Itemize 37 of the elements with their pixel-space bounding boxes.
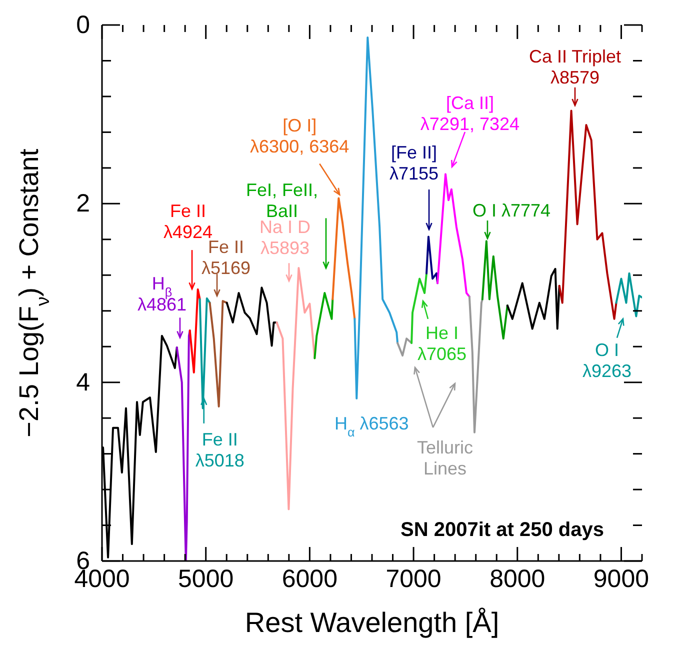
line-series: [436, 173, 470, 298]
annotation: Fe II λ5169: [201, 237, 251, 278]
annotation: Ca II Triplet λ8579: [528, 46, 621, 88]
line-series: [188, 288, 201, 374]
line-series: [558, 110, 618, 320]
line-series: [226, 286, 278, 347]
annotation: H$_{α}$ λ6563: [334, 413, 409, 440]
y-tick-label: 2: [76, 190, 90, 218]
line-series: [481, 240, 508, 340]
annotation: Fe II λ5018: [195, 429, 244, 470]
annotation: SN 2007it at 250 days: [400, 519, 604, 541]
line-series: [615, 272, 642, 318]
annotation: O I λ7774: [472, 200, 550, 221]
line-series: [176, 330, 191, 561]
annotation: [O I] λ6300, 6364: [250, 116, 350, 157]
x-tick-label: 6000: [282, 564, 338, 593]
line-series: [208, 300, 228, 408]
line-series: [332, 197, 356, 320]
x-tick-label: 5000: [178, 564, 234, 593]
line-series: [276, 266, 316, 510]
x-tick-label: 7000: [386, 564, 442, 593]
annotation: H$_{β}$ λ4861: [137, 274, 186, 315]
annotation: [Fe II] λ7155: [390, 142, 439, 184]
annotation: [Ca II] λ7291, 7324: [420, 92, 520, 134]
line-series: [468, 296, 484, 434]
line-series: [314, 292, 334, 360]
y-tick-label: 4: [76, 368, 90, 396]
x-axis-title: Rest Wavelength [Å]: [244, 607, 500, 638]
y-tick-label: 0: [76, 11, 90, 39]
x-tick-label: 8000: [490, 564, 546, 593]
x-tick-label: 9000: [593, 564, 650, 593]
line-series: [506, 268, 560, 330]
annotation: He I λ7065: [417, 322, 466, 364]
annotation: Telluric Lines: [416, 437, 473, 478]
line-series: [198, 297, 211, 410]
line-series: [410, 272, 428, 344]
annotation: O I λ9263: [582, 340, 632, 381]
